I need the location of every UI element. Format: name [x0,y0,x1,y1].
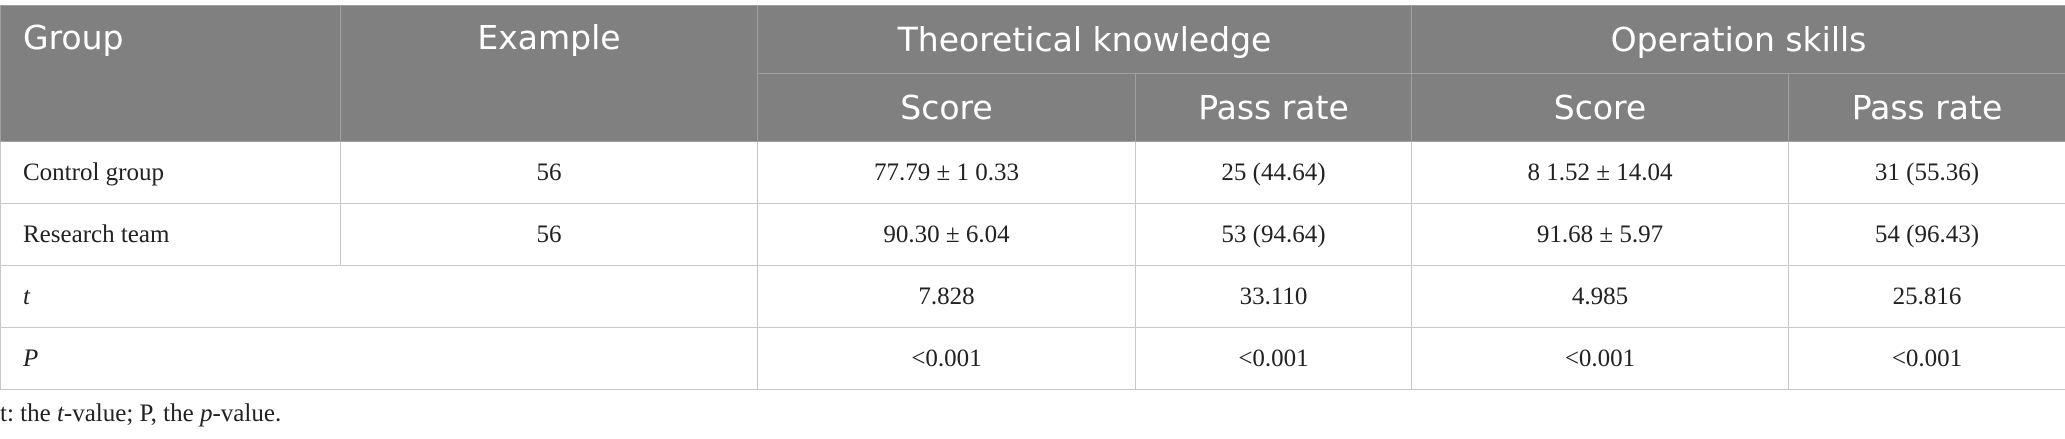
cell: 91.68 ± 5.97 [1411,203,1789,266]
header-cell: Pass rate [1788,73,2065,142]
footnote: t: the t-value; P, the p-value. [0,400,281,428]
cell: <0.001 [757,327,1136,390]
footnote-text: t: the [0,400,57,427]
cell: 8 1.52 ± 14.04 [1411,141,1789,204]
table-row: t 7.828 33.110 4.985 25.816 [0,265,2065,328]
footnote-text: t [56,400,64,427]
cell: 54 (96.43) [1788,203,2065,266]
footnote-text: -value; P, the [63,400,200,427]
cell: Control group [0,141,341,204]
table-row: Control group 56 77.79 ± 1 0.33 25 (44.6… [0,141,2065,204]
cell: 25 (44.64) [1135,141,1412,204]
cell: <0.001 [1788,327,2065,390]
header-cell: Example [340,5,758,142]
header-row: Group Example Theoretical knowledge Oper… [0,5,2065,142]
table-row: Research team 56 90.30 ± 6.04 53 (94.64)… [0,203,2065,266]
cell: <0.001 [1135,327,1412,390]
cell: 33.110 [1135,265,1412,328]
cell: 56 [340,203,758,266]
cell: 31 (55.36) [1788,141,2065,204]
cell: P [0,327,758,390]
cell: 4.985 [1411,265,1789,328]
header-cell: Group [0,5,341,142]
cell: Research team [0,203,341,266]
cell: 56 [340,141,758,204]
cell: 90.30 ± 6.04 [757,203,1136,266]
table-row: P <0.001 <0.001 <0.001 <0.001 [0,327,2065,390]
cell: t [0,265,758,328]
header-cell: Score [1411,73,1789,142]
header-cell: Score [757,73,1136,142]
footnote-text: p [199,400,213,427]
header-cell: Operation skills [1411,5,2065,74]
header-cell: Pass rate [1135,73,1412,142]
cell: 77.79 ± 1 0.33 [757,141,1136,204]
cell: 25.816 [1788,265,2065,328]
cell: <0.001 [1411,327,1789,390]
cell: 53 (94.64) [1135,203,1412,266]
results-table: Group Example Theoretical knowledge Oper… [0,5,2065,390]
header-cell: Theoretical knowledge [757,5,1412,74]
footnote-text: -value. [212,400,282,427]
header-row: Score Pass rate Score Pass rate [1,73,2065,142]
cell: 7.828 [757,265,1136,328]
